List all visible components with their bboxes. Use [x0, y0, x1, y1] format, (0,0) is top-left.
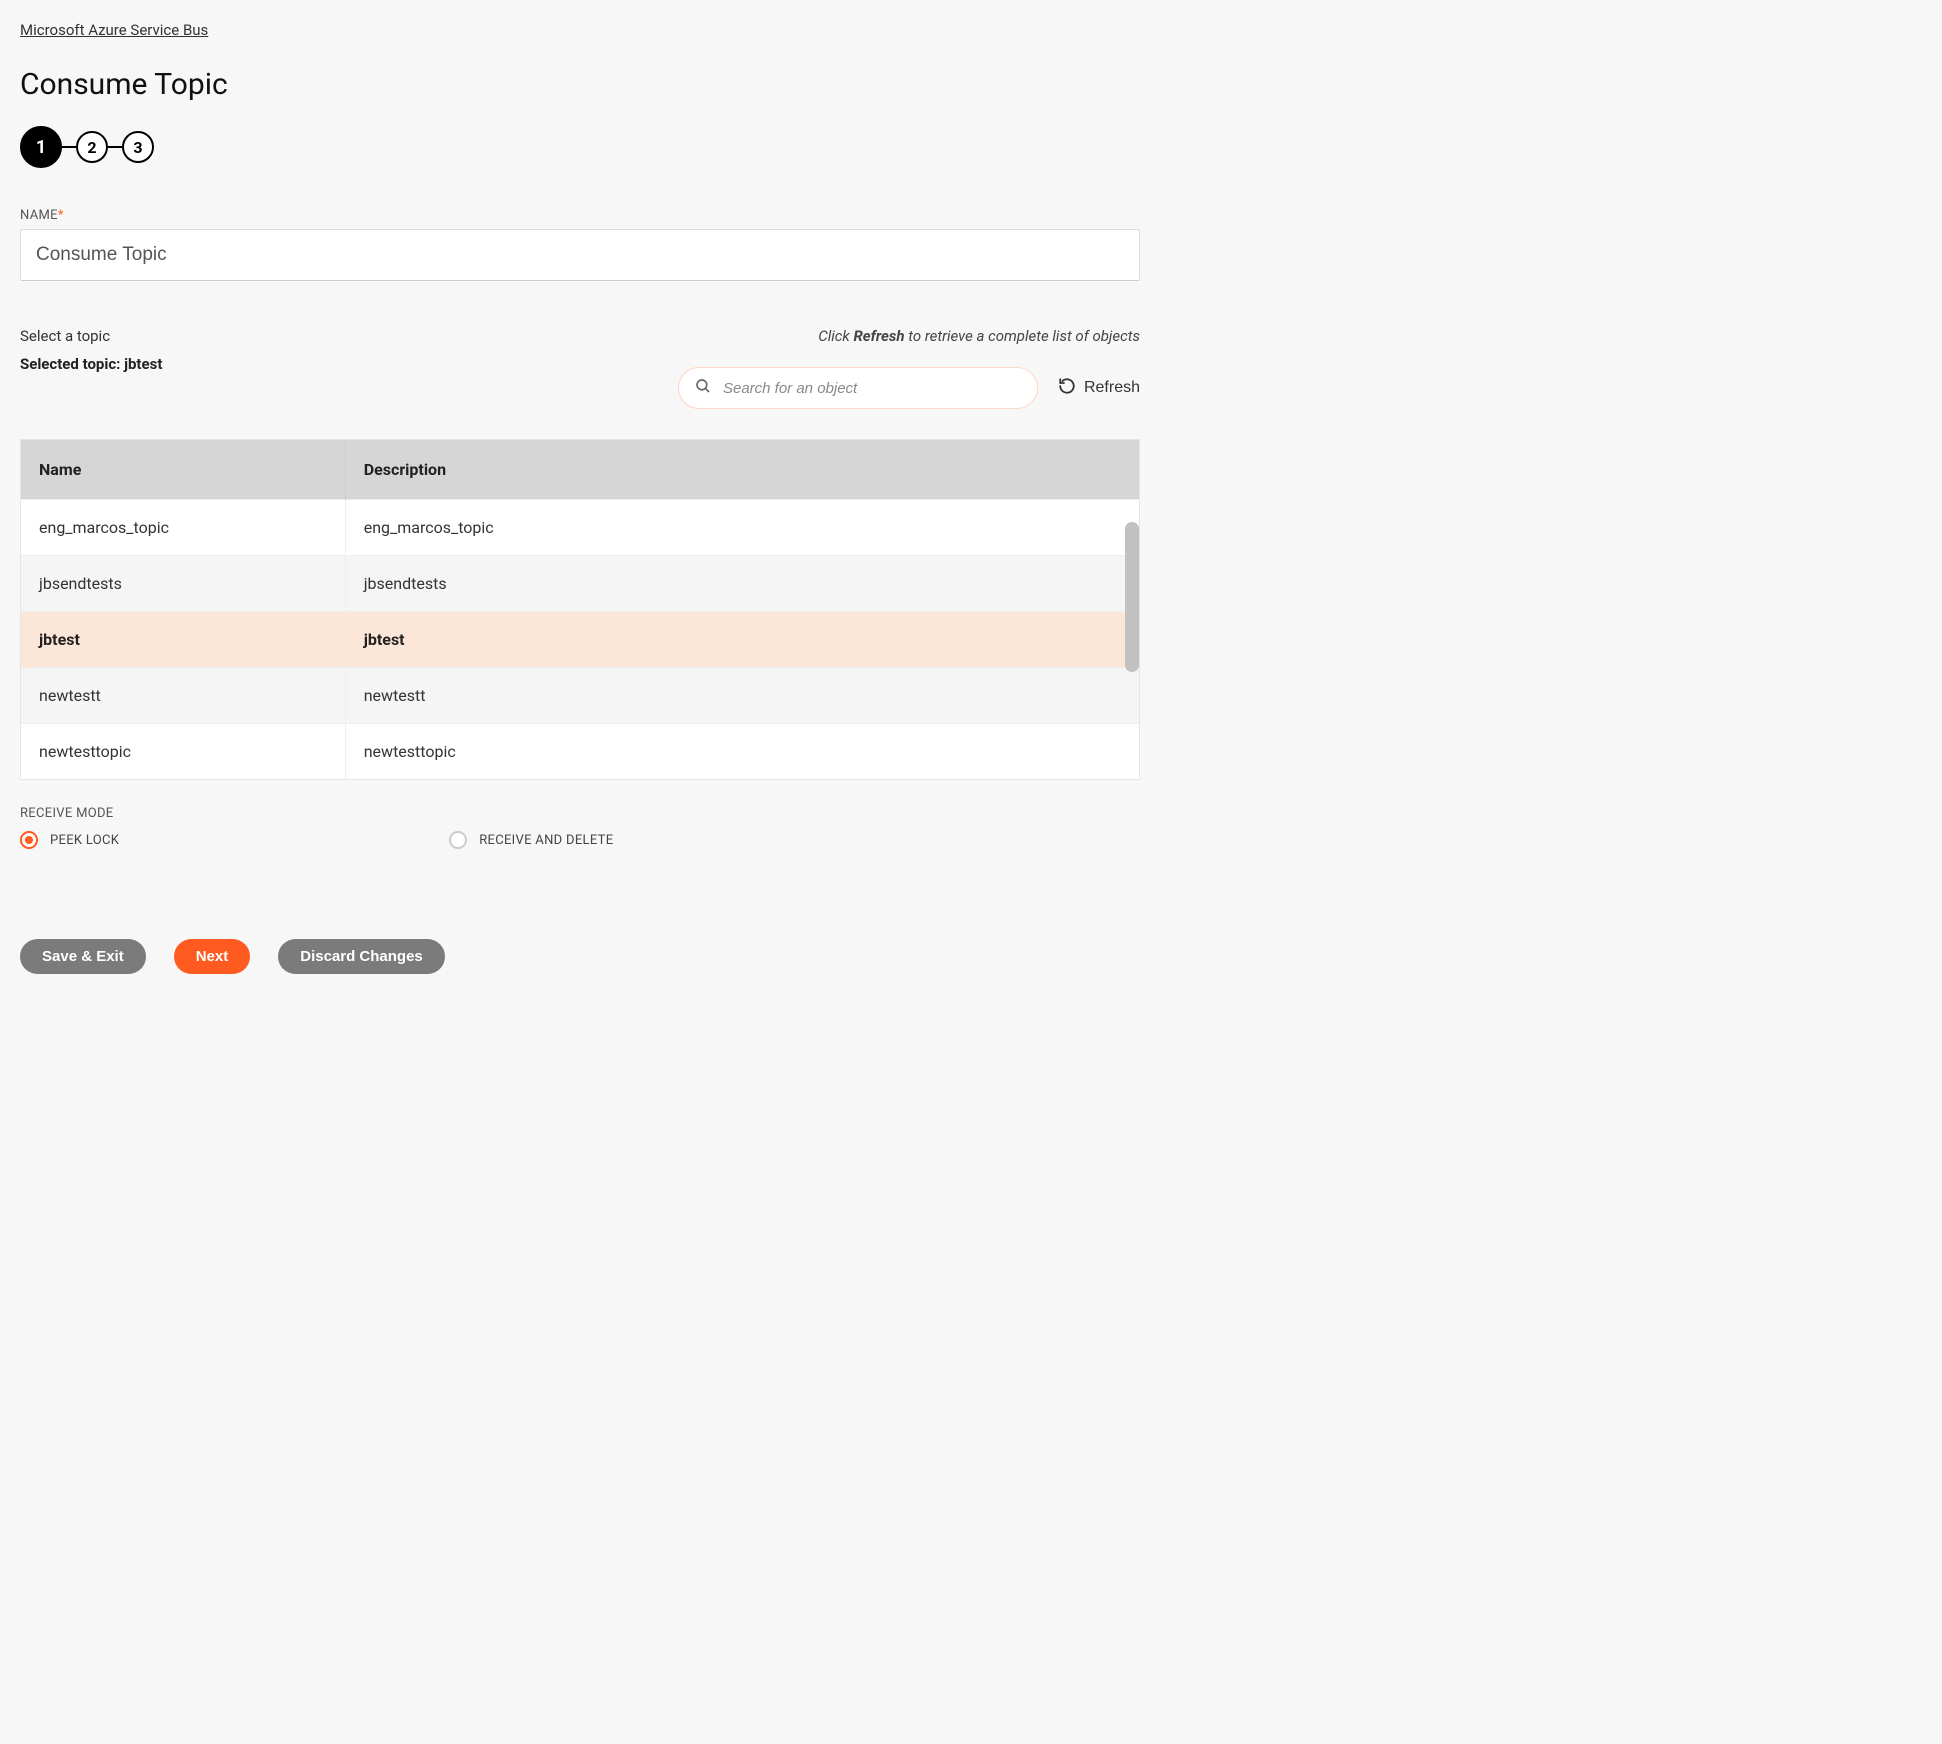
- cell-name: jbsendtests: [21, 556, 345, 612]
- cell-description: newtesttopic: [345, 724, 1139, 780]
- refresh-button[interactable]: Refresh: [1058, 377, 1140, 400]
- table-row[interactable]: jbtestjbtest: [21, 612, 1139, 668]
- search-refresh-row: Refresh: [20, 367, 1140, 409]
- refresh-hint: Click Refresh to retrieve a complete lis…: [818, 327, 1140, 345]
- search-input[interactable]: [678, 367, 1038, 409]
- refresh-label: Refresh: [1084, 379, 1140, 397]
- refresh-icon: [1058, 377, 1076, 400]
- radio-icon: [20, 831, 38, 849]
- step-connector: [62, 146, 76, 148]
- select-topic-label: Select a topic: [20, 327, 110, 345]
- search-wrap: [678, 367, 1038, 409]
- select-row: Select a topic Click Refresh to retrieve…: [20, 327, 1140, 345]
- cell-name: newtesttopic: [21, 724, 345, 780]
- discard-button[interactable]: Discard Changes: [278, 939, 445, 974]
- table-row[interactable]: newtesttopicnewtesttopic: [21, 724, 1139, 780]
- refresh-hint-suffix: to retrieve a complete list of objects: [905, 327, 1140, 345]
- cell-name: jbtest: [21, 612, 345, 668]
- radio-label: RECEIVE AND DELETE: [479, 833, 613, 848]
- refresh-hint-bold: Refresh: [853, 327, 904, 345]
- cell-description: jbsendtests: [345, 556, 1139, 612]
- topics-table: Name Description eng_marcos_topiceng_mar…: [21, 440, 1139, 779]
- cell-description: jbtest: [345, 612, 1139, 668]
- col-header-description[interactable]: Description: [345, 440, 1139, 500]
- stepper: 1 2 3: [20, 126, 1140, 168]
- selected-topic-prefix: Selected topic:: [20, 355, 124, 373]
- save-exit-button[interactable]: Save & Exit: [20, 939, 146, 974]
- step-1[interactable]: 1: [20, 126, 62, 168]
- table-row[interactable]: jbsendtestsjbsendtests: [21, 556, 1139, 612]
- step-3[interactable]: 3: [122, 131, 154, 163]
- topics-table-wrap: Name Description eng_marcos_topiceng_mar…: [20, 439, 1140, 780]
- radio-option[interactable]: RECEIVE AND DELETE: [449, 831, 613, 849]
- breadcrumb-link[interactable]: Microsoft Azure Service Bus: [20, 21, 208, 39]
- radio-option[interactable]: PEEK LOCK: [20, 831, 119, 849]
- page-root: Microsoft Azure Service Bus Consume Topi…: [0, 0, 1160, 994]
- radio-icon: [449, 831, 467, 849]
- step-connector: [108, 146, 122, 148]
- name-label: NAME*: [20, 208, 1140, 223]
- table-row[interactable]: newtesttnewtestt: [21, 668, 1139, 724]
- step-2[interactable]: 2: [76, 131, 108, 163]
- refresh-hint-prefix: Click: [818, 327, 853, 345]
- receive-mode-label: RECEIVE MODE: [20, 806, 1140, 821]
- page-title: Consume Topic: [20, 67, 1140, 102]
- scrollbar-thumb[interactable]: [1125, 522, 1139, 672]
- actions-row: Save & Exit Next Discard Changes: [20, 939, 1140, 974]
- required-marker: *: [58, 208, 64, 223]
- topic-select-section: Select a topic Click Refresh to retrieve…: [20, 327, 1140, 780]
- cell-description: eng_marcos_topic: [345, 500, 1139, 556]
- cell-name: newtestt: [21, 668, 345, 724]
- receive-mode-section: RECEIVE MODE PEEK LOCK RECEIVE AND DELETE: [20, 806, 1140, 849]
- selected-topic-value: jbtest: [124, 355, 162, 373]
- table-row[interactable]: eng_marcos_topiceng_marcos_topic: [21, 500, 1139, 556]
- name-field-group: NAME*: [20, 208, 1140, 281]
- next-button[interactable]: Next: [174, 939, 251, 974]
- radio-label: PEEK LOCK: [50, 833, 119, 848]
- cell-description: newtestt: [345, 668, 1139, 724]
- name-label-text: NAME: [20, 208, 58, 223]
- name-input[interactable]: [20, 229, 1140, 281]
- search-icon: [694, 377, 712, 399]
- cell-name: eng_marcos_topic: [21, 500, 345, 556]
- receive-mode-radios: PEEK LOCK RECEIVE AND DELETE: [20, 831, 1140, 849]
- col-header-name[interactable]: Name: [21, 440, 345, 500]
